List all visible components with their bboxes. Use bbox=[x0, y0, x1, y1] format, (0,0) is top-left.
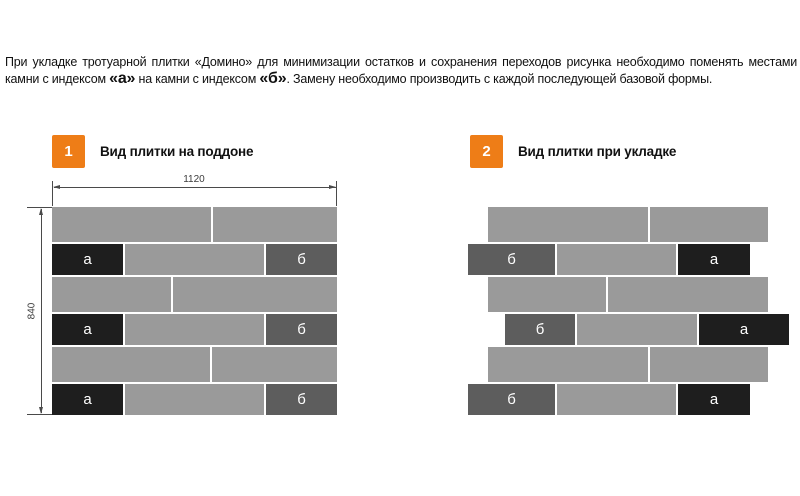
tile-b: б bbox=[468, 244, 555, 275]
tile-gray bbox=[577, 314, 697, 345]
dim-height-label: 840 bbox=[26, 300, 38, 322]
dim-line bbox=[54, 187, 336, 188]
tile-gray bbox=[212, 347, 337, 382]
tile-b: б bbox=[468, 384, 555, 415]
dim-arrow-down bbox=[39, 407, 43, 414]
section-2-header: 2 Вид плитки при укладке bbox=[470, 135, 676, 168]
section-2-badge: 2 bbox=[470, 135, 503, 168]
tile-gray bbox=[557, 384, 676, 415]
dim-extension-line bbox=[52, 181, 53, 206]
section-1-header: 1 Вид плитки на поддоне bbox=[52, 135, 254, 168]
dim-line bbox=[41, 209, 42, 413]
index-a-emphasis: «а» bbox=[109, 70, 136, 87]
dim-width-label: 1120 bbox=[181, 174, 207, 185]
tile-a: а bbox=[52, 384, 123, 415]
tile-a: а bbox=[678, 244, 750, 275]
tile-gray bbox=[125, 314, 264, 345]
tile-b: б bbox=[505, 314, 575, 345]
tile-b: б bbox=[266, 314, 337, 345]
section-2-title: Вид плитки при укладке bbox=[518, 144, 677, 159]
tile-a: а bbox=[52, 244, 123, 275]
tile-gray bbox=[213, 207, 337, 242]
tile-gray bbox=[125, 384, 264, 415]
tile-b: б bbox=[266, 384, 337, 415]
tile-gray bbox=[52, 277, 171, 312]
tile-a: а bbox=[699, 314, 789, 345]
tile-gray bbox=[650, 347, 768, 382]
tile-gray bbox=[125, 244, 264, 275]
tile-row bbox=[52, 277, 337, 312]
tile-gray bbox=[488, 347, 648, 382]
tile-gray bbox=[173, 277, 337, 312]
tile-gray bbox=[52, 347, 210, 382]
tile-gray bbox=[488, 207, 648, 242]
dim-arrow-up bbox=[39, 208, 43, 215]
dim-arrow-left bbox=[53, 185, 60, 189]
tile-row bbox=[488, 207, 789, 242]
intro-text: При укладке тротуарной плитки «Домино» д… bbox=[5, 54, 797, 88]
tile-b: б bbox=[266, 244, 337, 275]
intro-part2: на камни с индексом bbox=[135, 72, 260, 86]
section-1-title: Вид плитки на поддоне bbox=[100, 144, 254, 159]
intro-part1: При укладке тротуарной плитки «Домино» д… bbox=[5, 55, 797, 86]
dim-arrow-right bbox=[329, 185, 336, 189]
dim-extension-line bbox=[336, 181, 337, 206]
tile-gray bbox=[488, 277, 606, 312]
tile-gray bbox=[650, 207, 768, 242]
tile-a: а bbox=[52, 314, 123, 345]
tile-row bbox=[488, 347, 789, 382]
tile-row bbox=[52, 347, 337, 382]
dim-extension-line bbox=[27, 207, 52, 208]
section-1-badge: 1 bbox=[52, 135, 85, 168]
tile-gray bbox=[557, 244, 676, 275]
tile-gray bbox=[608, 277, 768, 312]
tile-gray bbox=[52, 207, 211, 242]
tile-row bbox=[52, 207, 337, 242]
intro-part3: . Замену необходимо производить с каждой… bbox=[286, 72, 713, 86]
tile-row bbox=[488, 277, 789, 312]
tile-a: а bbox=[678, 384, 750, 415]
dim-extension-line bbox=[27, 414, 52, 415]
index-b-emphasis: «б» bbox=[259, 70, 287, 87]
